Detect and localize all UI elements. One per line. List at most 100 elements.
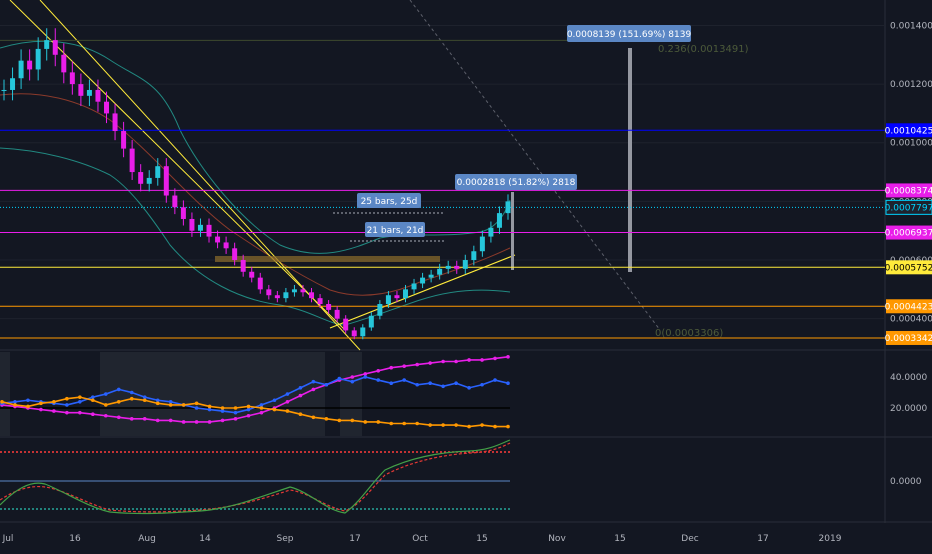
x-tick-label: 15 (476, 534, 487, 544)
candle-body (471, 251, 477, 261)
osc1-point (168, 400, 173, 404)
osc1-point (350, 418, 355, 423)
osc1-series (0, 355, 510, 429)
osc1-point (116, 387, 121, 392)
osc1-point (324, 382, 329, 387)
x-tick-label: 17 (757, 534, 768, 544)
osc1-point (194, 406, 199, 410)
osc1-point (246, 404, 251, 409)
candle-body (129, 148, 135, 173)
osc1-point (65, 403, 69, 407)
candle-body (368, 315, 374, 328)
osc1-point (272, 407, 277, 412)
osc1-point (376, 369, 381, 373)
annotation-badge-21-bars-text: 21 bars, 21d (367, 226, 424, 236)
osc1-point (415, 362, 419, 367)
candle-body (377, 304, 383, 316)
candle-body (163, 166, 169, 196)
osc-pane-2[interactable]: 0.0000 (0, 439, 922, 515)
osc1-point (207, 420, 212, 424)
fib-label-0: 0(0.0003306) (655, 328, 723, 339)
osc1-point (103, 403, 108, 407)
osc1-point (285, 400, 290, 404)
osc1-point (259, 403, 264, 407)
osc1-point (91, 395, 95, 399)
x-tick-label: Nov (548, 534, 566, 544)
resistance-zone (215, 256, 440, 262)
x-tick-label: 16 (69, 534, 81, 544)
candle-body (428, 274, 434, 278)
candle-body (505, 201, 511, 214)
upper-band (0, 40, 511, 254)
candle-body (309, 292, 315, 299)
osc1-point (441, 384, 445, 389)
candle-body (257, 277, 263, 290)
osc1-point (402, 421, 407, 426)
osc1-point (298, 393, 303, 398)
osc1-point (155, 418, 160, 423)
candle-body (121, 131, 127, 149)
price-tag-label: 0.0008374 (885, 186, 932, 196)
main-pane[interactable]: 0.0008139 (151.69%) 8139 0.0002818 (51.8… (0, 0, 932, 351)
osc1-point (389, 365, 394, 370)
x-tick-label: 17 (349, 534, 360, 544)
candle-body (343, 318, 349, 331)
price-tags: 0.0010425 0.0008374 0.0007797 0.0006937 0.00… (885, 123, 932, 345)
osc1-point (194, 401, 199, 406)
candle-body (52, 40, 58, 55)
candle-body (317, 298, 323, 305)
candle-body (266, 289, 272, 296)
osc1-point (298, 386, 303, 390)
osc1-point (220, 406, 225, 410)
annotation-badge-large[interactable]: 0.0008139 (151.69%) 8139 (567, 25, 692, 42)
osc1-point (116, 400, 121, 404)
annotation-badge-large-text: 0.0008139 (151.69%) 8139 (567, 30, 692, 40)
osc1-point (233, 410, 238, 415)
x-axis[interactable]: Jul 16 Aug 14 Sep 17 Oct 15 Nov 15 Dec 17 2019 (2, 534, 842, 544)
osc1-point (65, 410, 69, 415)
osc1-point (402, 378, 407, 382)
annotation-badge-21-bars[interactable]: 21 bars, 21d (365, 222, 425, 237)
candle-body (274, 295, 280, 299)
x-tick-label: Dec (681, 534, 698, 544)
candle-body (35, 48, 41, 70)
osc1-point (233, 406, 238, 410)
osc1-point (259, 410, 264, 415)
candle-body (479, 236, 485, 252)
osc1-point (91, 412, 95, 417)
osc-pane-1[interactable]: 20.0000 40.0000 (0, 352, 927, 436)
annotation-badge-25-bars[interactable]: 25 bars, 25d (357, 193, 421, 208)
osc1-point (181, 403, 186, 407)
osc1-point (26, 398, 30, 403)
candle-body (351, 330, 357, 337)
x-tick-label: Aug (138, 534, 156, 544)
osc1-point (467, 358, 471, 362)
x-tick-label: Oct (412, 534, 428, 544)
osc1-point (454, 381, 458, 386)
candle-body (445, 265, 451, 269)
osc1-point (480, 423, 484, 427)
candle-body (420, 277, 426, 284)
annotation-badge-medium[interactable]: 0.0002818 (51.82%) 2818 (455, 174, 577, 190)
candle-body (215, 236, 221, 243)
osc1-point (246, 407, 251, 412)
osc1-point (207, 407, 212, 412)
osc1-point (168, 403, 173, 407)
osc1-point (376, 420, 381, 424)
price-tag-label: 0.0010425 (885, 126, 932, 136)
lower-band (0, 147, 511, 326)
price-tag-bg (886, 225, 932, 240)
osc1-point (415, 382, 419, 387)
osc1-point (142, 398, 147, 403)
osc1-point (311, 379, 316, 384)
candle-body (462, 260, 468, 269)
candle-body (394, 295, 400, 299)
osc1-point (0, 400, 4, 404)
osc1-point (506, 424, 510, 429)
candle-body (138, 172, 144, 184)
candle-body (10, 78, 16, 90)
osc1-series-line (1, 396, 508, 428)
annotation-badge-medium-bg (455, 174, 577, 190)
